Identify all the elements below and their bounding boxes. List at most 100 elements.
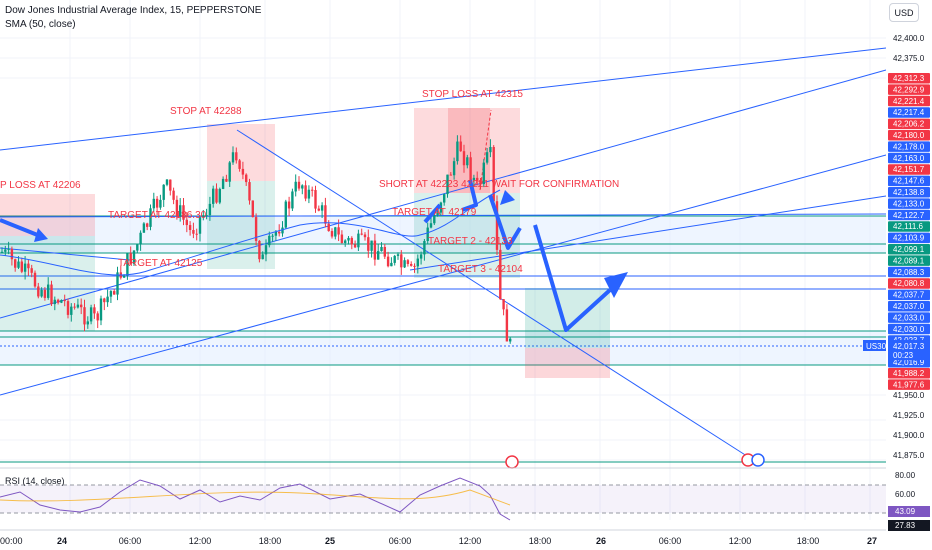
candle-body (262, 254, 264, 259)
candle-body (331, 231, 333, 236)
candle-body (258, 241, 260, 259)
candle-body (403, 260, 405, 267)
rsi-tick: 80.00 (895, 471, 916, 480)
candle-body (60, 300, 62, 303)
current-price-value: 42,017.3 (893, 342, 925, 351)
price-tag-label: 42,206.2 (893, 120, 925, 129)
time-tick: 06:00 (659, 536, 682, 546)
candle-body (453, 161, 455, 175)
candle-body (387, 257, 389, 267)
position-zone (525, 288, 610, 348)
candle-body (460, 142, 462, 152)
candle-body (212, 189, 214, 204)
trend-line (0, 70, 886, 318)
time-tick: 00:00 (0, 536, 23, 546)
time-tick: 18:00 (529, 536, 552, 546)
price-tick: 41,950.0 (893, 391, 925, 400)
candle-body (83, 307, 85, 324)
chart-title: Dow Jones Industrial Average Index, 15, … (5, 5, 261, 16)
annotation-label: SHORT AT 42223 42221 WAIT FOR CONFIRMATI… (379, 179, 619, 190)
price-tag-label: 42,033.0 (893, 313, 925, 322)
candle-body (232, 152, 234, 162)
candle-body (351, 238, 353, 245)
candle-body (40, 290, 42, 297)
candle-body (139, 233, 141, 245)
annotation-label: TARGET AT 42179 (392, 207, 477, 218)
candle-body (291, 191, 293, 208)
price-tick: 42,375.0 (893, 54, 925, 63)
candle-body (116, 272, 118, 294)
candle-body (344, 240, 346, 243)
candle-body (275, 232, 277, 236)
price-tag-label: 42,217.4 (893, 108, 925, 117)
candle-body (361, 234, 363, 235)
candle-body (469, 157, 471, 180)
price-tick: 41,925.0 (893, 411, 925, 420)
price-tag-label: 42,133.0 (893, 199, 925, 208)
time-tick: 18:00 (259, 536, 282, 546)
candle-body (463, 151, 465, 165)
candle-body (113, 291, 115, 295)
candle-body (57, 300, 59, 303)
candle-body (235, 152, 237, 160)
candle-body (209, 204, 211, 215)
candle-body (24, 264, 26, 272)
candle-body (4, 249, 6, 251)
price-tag-label: 42,178.0 (893, 142, 925, 151)
time-axis[interactable]: 00:00 24 06:00 12:00 18:00 25 06:00 12:00 18:00 2… (0, 530, 886, 546)
candle-body (166, 180, 168, 185)
candle-body (37, 286, 39, 296)
target-band (0, 331, 886, 365)
candle-body (308, 190, 310, 199)
candle-body (324, 205, 326, 223)
sma-legend[interactable]: SMA (50, close) (5, 19, 76, 30)
annotation-label: TARGET 3 - 42104 (438, 264, 523, 275)
candle-body (423, 241, 425, 254)
candle-body (486, 152, 488, 162)
position-zone (0, 236, 95, 331)
price-tick: 41,875.0 (893, 451, 925, 460)
price-tag-label: 42,147.6 (893, 177, 925, 186)
time-tick: 25 (325, 536, 335, 546)
candle-body (314, 190, 316, 209)
candle-body (413, 266, 415, 267)
candle-body (70, 307, 72, 315)
candle-body (304, 185, 306, 198)
currency-button[interactable]: USD (889, 3, 919, 22)
rsi-pane: RSI (14, close) (0, 468, 886, 520)
rsi-legend: RSI (14, close) (5, 476, 65, 486)
candle-body (245, 175, 247, 182)
candle-body (456, 142, 458, 162)
candle-body (50, 285, 52, 305)
candle-body (21, 262, 23, 272)
candle-body (17, 262, 19, 268)
candle-body (377, 251, 379, 260)
candle-body (506, 309, 508, 341)
candle-body (54, 300, 56, 304)
price-tag-label: 42,088.3 (893, 268, 925, 277)
candle-body (295, 182, 297, 192)
candle-body (347, 238, 349, 241)
candle-body (146, 223, 148, 226)
candle-body (14, 259, 16, 267)
candle-body (192, 230, 194, 234)
annotation-label: TARGET 2 - 42133 (428, 236, 513, 247)
candle-body (298, 182, 300, 189)
candle-body (172, 191, 174, 200)
time-tick: 24 (57, 536, 67, 546)
candle-body (390, 263, 392, 266)
candle-body (328, 224, 330, 231)
annotations: STOP AT 42288 STOP LOSS AT 42315 P LOSS AT… (0, 89, 764, 468)
candle-body (466, 157, 468, 165)
candle-body (268, 236, 270, 245)
price-tag-label: 42,103.9 (893, 234, 925, 243)
candle-body (334, 227, 336, 236)
candle-body (285, 202, 287, 228)
candle-body (31, 268, 33, 273)
rsi-value: 43.09 (895, 507, 916, 516)
candle-body (420, 254, 422, 258)
candle-body (27, 264, 29, 269)
price-tag-label: 42,099.1 (893, 245, 925, 254)
time-tick: 18:00 (797, 536, 820, 546)
